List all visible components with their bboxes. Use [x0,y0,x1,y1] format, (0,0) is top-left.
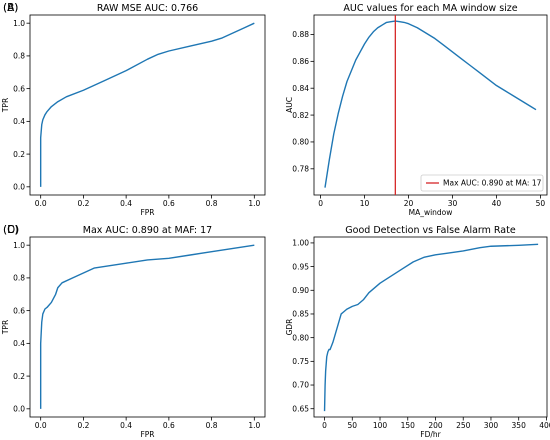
y-tick-label: 1.00 [292,239,309,248]
x-tick-label: 0 [322,421,327,430]
y-tick-label: 0.80 [292,138,309,147]
x-tick-label: 1.0 [248,199,260,208]
x-tick-label: 0.2 [77,199,89,208]
y-tick-label: 0.6 [13,306,25,315]
x-tick-label: 1.0 [248,421,260,430]
x-tick-label: 0.8 [206,421,218,430]
y-tick-label: 0.0 [13,183,25,192]
y-tick-label: 0.84 [292,84,309,93]
series-line-1 [324,20,537,188]
series-line-1 [323,243,539,412]
y-tick-label: 0.2 [13,150,25,159]
x-tick-label: 0.4 [120,421,132,430]
legend-box [420,174,544,192]
chart-title: Max AUC: 0.890 at MAF: 17 [83,225,212,236]
panel-label: (D) [3,224,19,236]
panel-label: (A) [3,2,18,14]
y-tick-label: 0.6 [13,84,25,93]
x-tick-label: 300 [484,421,499,430]
y-tick-label: 0.88 [292,30,309,39]
chart-title: RAW MSE AUC: 0.766 [97,3,198,14]
y-tick-label: 1.0 [13,19,25,28]
y-axis-label: TPR [1,320,10,335]
y-axis-label: TPR [1,98,10,113]
legend-label: Max AUC: 0.890 at MA: 17 [443,179,542,188]
x-tick-label: 0.0 [35,199,47,208]
y-tick-label: 0.86 [292,57,309,66]
series-line-1 [39,22,255,187]
y-tick-label: 0.4 [13,117,25,126]
x-tick-label: 10 [360,199,370,208]
y-tick-label: 1.0 [13,241,25,250]
x-tick-label: 50 [536,199,546,208]
chart-title: AUC values for each MA window size [343,3,517,14]
x-tick-label: 0.4 [120,199,132,208]
y-tick-label: 0.85 [292,310,309,319]
x-tick-label: 0.8 [206,199,218,208]
x-tick-label: 30 [448,199,458,208]
axes-frame [29,236,266,418]
x-axis-label: FD/hr [420,430,441,439]
x-tick-label: 400 [539,421,550,430]
y-tick-label: 0.80 [292,333,309,342]
x-axis-label: FPR [140,208,154,217]
x-tick-label: 100 [373,421,388,430]
panel-b: (B) AUC values for each MA window size 0 10… [3,2,548,217]
y-tick-label: 0.95 [292,262,309,271]
x-tick-label: 20 [404,199,414,208]
x-tick-label: 0.6 [163,421,175,430]
x-tick-label: 50 [348,421,358,430]
panel-d: (D) Good Detection vs False Alarm Rate 0 50… [3,224,550,439]
y-tick-label: 0.0 [13,405,25,414]
x-tick-label: 200 [428,421,443,430]
y-tick-label: 0.78 [292,165,309,174]
axes-frame [313,14,548,196]
x-tick-label: 350 [512,421,527,430]
y-tick-label: 0.8 [13,274,25,283]
y-tick-label: 0.82 [292,111,309,120]
chart-title: Good Detection vs False Alarm Rate [345,225,516,236]
y-tick-label: 0.2 [13,372,25,381]
x-axis-label: FPR [140,430,154,439]
x-tick-label: 0.0 [35,421,47,430]
y-tick-label: 0.4 [13,339,25,348]
x-tick-label: 250 [456,421,471,430]
y-axis-label: GDR [285,319,294,336]
series-line-1 [39,244,255,409]
panel-label: (B) [3,2,18,14]
axes-frame [313,236,548,418]
x-axis-label: MA_window [409,208,453,217]
y-tick-label: 0.70 [292,381,309,390]
y-tick-label: 0.65 [292,404,309,413]
y-axis-label: AUC [285,97,294,113]
y-tick-label: 0.75 [292,357,309,366]
x-tick-label: 0.2 [77,421,89,430]
axes-frame [29,14,266,196]
legend: Max AUC: 0.890 at MA: 17 [420,174,544,192]
x-tick-label: 40 [492,199,502,208]
panel-a: (A) RAW MSE AUC: 0.766 0.0 0.2 0.4 0.6 0.8 1.0 0… [1,2,266,217]
y-tick-label: 0.90 [292,286,309,295]
panel-label: (C) [3,224,19,236]
y-tick-label: 0.8 [13,52,25,61]
panel-c: (C) Max AUC: 0.890 at MAF: 17 0.0 0.2 0.4 0.6… [1,224,266,439]
x-tick-label: 150 [401,421,416,430]
x-tick-label: 0.6 [163,199,175,208]
x-tick-label: 0 [318,199,323,208]
